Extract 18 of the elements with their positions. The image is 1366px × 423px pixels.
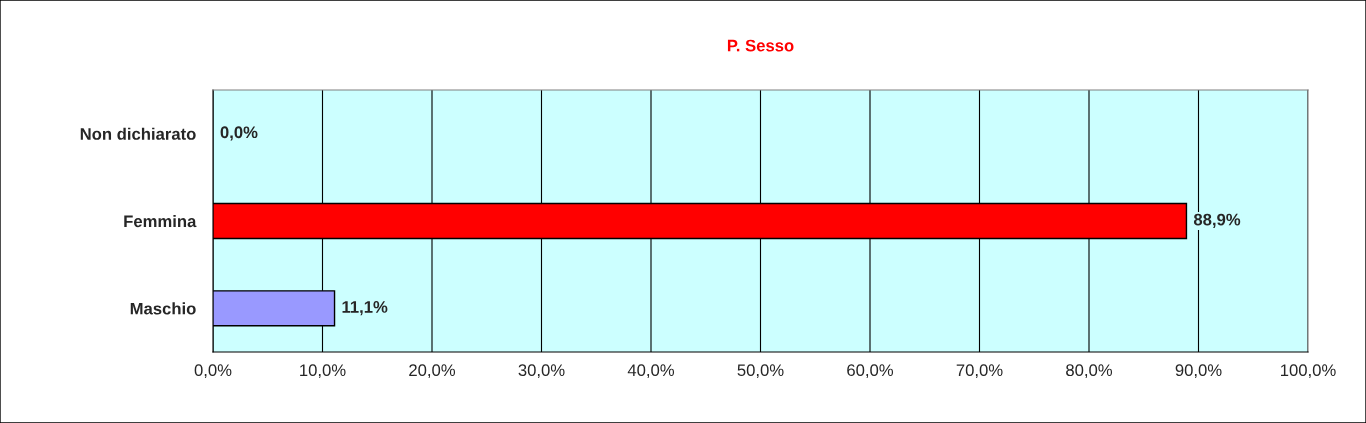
y-tick-label: Maschio [130, 302, 196, 315]
x-tick-label: 20,0% [409, 364, 456, 379]
x-tick-label: 30,0% [518, 364, 565, 379]
x-tick-label: 50,0% [737, 364, 784, 379]
x-tick-label: 70,0% [956, 364, 1003, 379]
data-label: 11,1% [342, 301, 388, 316]
data-label: 0,0% [220, 126, 258, 141]
x-tick-label: 0,0% [194, 364, 232, 379]
x-tick-label: 100,0% [1281, 364, 1336, 379]
y-tick-label: Femmina [124, 214, 197, 228]
data-label: 88,9% [1193, 213, 1241, 228]
x-tick-label: 40,0% [627, 364, 675, 379]
x-tick-label: 60,0% [847, 364, 894, 379]
x-tick-label: 90,0% [1175, 364, 1222, 379]
x-tick-label: 80,0% [1066, 364, 1113, 379]
x-tick-label: 10,0% [300, 364, 346, 379]
chart-title: P. Sesso [727, 39, 794, 52]
y-tick-label: Non dichiarato [80, 127, 196, 140]
